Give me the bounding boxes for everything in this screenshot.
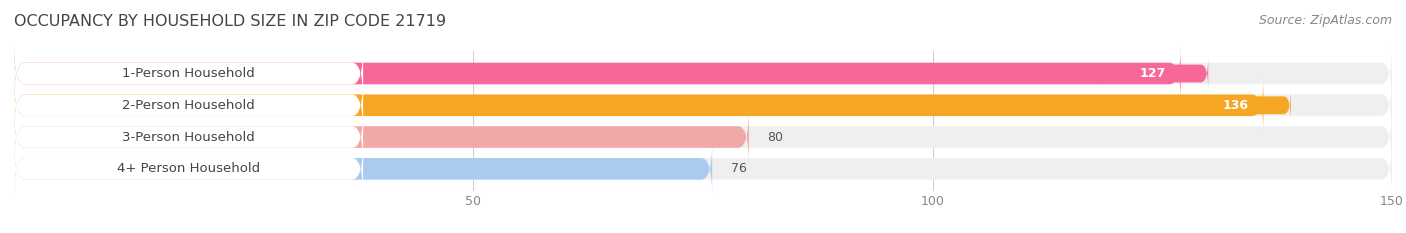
Text: Source: ZipAtlas.com: Source: ZipAtlas.com	[1258, 14, 1392, 27]
Text: 3-Person Household: 3-Person Household	[122, 130, 254, 144]
FancyBboxPatch shape	[14, 110, 363, 164]
FancyBboxPatch shape	[14, 141, 363, 196]
FancyBboxPatch shape	[14, 78, 1392, 133]
Text: 1-Person Household: 1-Person Household	[122, 67, 254, 80]
FancyBboxPatch shape	[14, 46, 1392, 101]
Text: 76: 76	[731, 162, 747, 175]
FancyBboxPatch shape	[14, 46, 363, 101]
FancyBboxPatch shape	[1181, 89, 1291, 122]
FancyBboxPatch shape	[14, 141, 713, 196]
FancyBboxPatch shape	[14, 46, 1181, 101]
FancyBboxPatch shape	[14, 110, 1392, 164]
FancyBboxPatch shape	[14, 141, 1392, 196]
FancyBboxPatch shape	[1098, 57, 1208, 90]
Text: 127: 127	[1140, 67, 1166, 80]
Text: 80: 80	[768, 130, 783, 144]
FancyBboxPatch shape	[14, 78, 1264, 133]
Text: 136: 136	[1223, 99, 1249, 112]
FancyBboxPatch shape	[14, 110, 749, 164]
Text: OCCUPANCY BY HOUSEHOLD SIZE IN ZIP CODE 21719: OCCUPANCY BY HOUSEHOLD SIZE IN ZIP CODE …	[14, 14, 446, 29]
Text: 4+ Person Household: 4+ Person Household	[117, 162, 260, 175]
Text: 2-Person Household: 2-Person Household	[122, 99, 254, 112]
FancyBboxPatch shape	[14, 78, 363, 133]
